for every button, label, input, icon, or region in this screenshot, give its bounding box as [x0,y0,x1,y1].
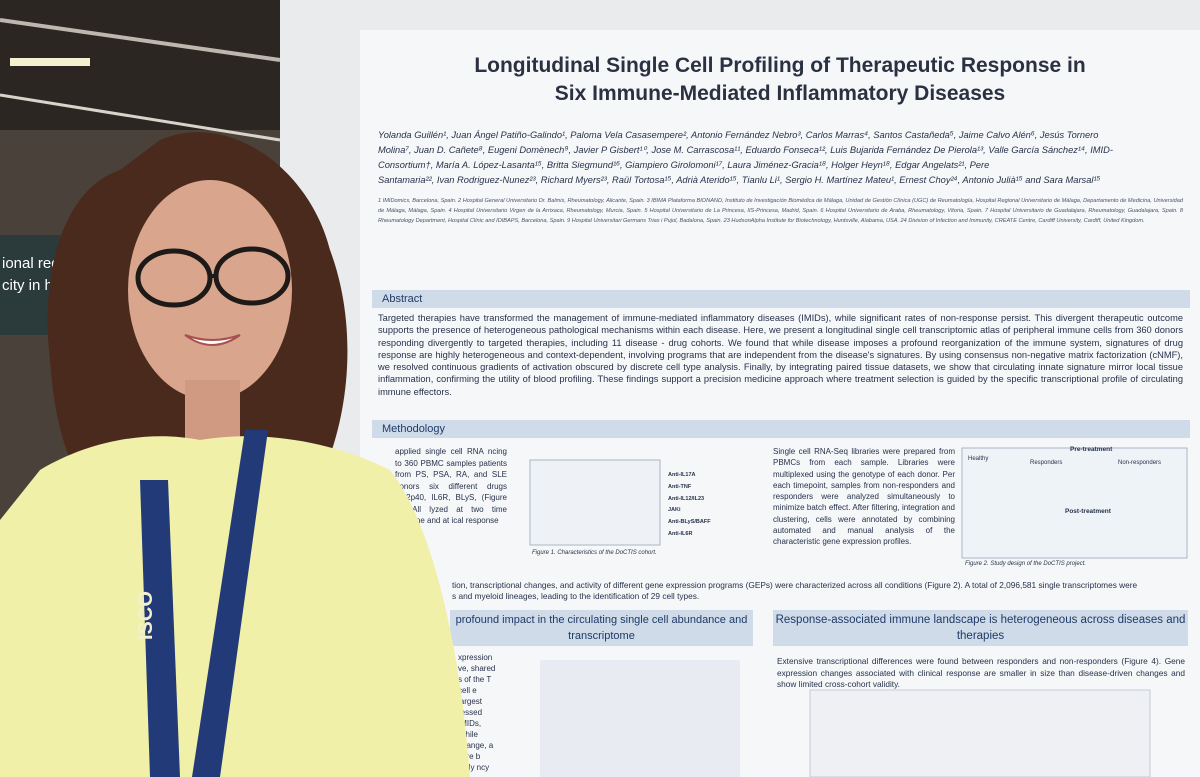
abstract-text: Targeted therapies have transformed the … [378,313,1183,397]
row-label: Anti-IL17A [668,472,696,478]
figure-caption: Figure 1. Characteristics of the DoCTIS … [532,550,657,556]
title-line: Longitudinal Single Cell Profiling of Th… [474,54,1086,77]
section-bar: Abstract [372,290,1190,308]
lanyard-text: ISCO [135,591,157,640]
figure4-dotplot [809,689,1151,777]
figure-caption: Figure 2. Study design of the DoCTIS pro… [965,561,1087,567]
figure1 [529,459,661,546]
smile [184,334,241,346]
row-label: JAKi [668,507,681,514]
lanyard [140,480,180,777]
section-bar: profound impact in the circulating singl… [450,610,753,646]
lanyard [192,430,268,777]
row-label: Anti-BLyS/BAFF [668,519,711,526]
poster [360,30,1200,777]
method-text: Single cell RNA-Seq libraries were prepa… [773,447,955,547]
row-label: Anti-TNF [668,483,692,490]
section-bar: Methodology [372,420,1190,438]
results-text: xpression ve, shared s of the T cell e l… [458,653,496,772]
ceiling-light [10,58,90,66]
ceiling-beam [0,18,281,62]
figure2-label: Non-responders [1118,460,1162,466]
section-bar: Response-associated immune landscape is … [773,610,1188,646]
results-line: tion, transcriptional changes, and activ… [452,580,1138,590]
title-line: Six Immune-Mediated Inflammatory Disease… [554,82,1006,105]
results-text: tion, transcriptional changes, and activ… [452,580,1192,602]
face [128,180,292,400]
method-text: applied single cell RNA ncing to 360 PBM… [395,447,507,525]
figure2 [961,447,1188,559]
figure2-label: Healthy [968,456,989,462]
poster-title: Longitudinal Single Cell Profiling of Th… [380,52,1180,108]
figure2-label: Responders [1030,460,1063,466]
author-line: Molina⁷, Juan D. Cañete⁸, Eugeni Domènec… [378,145,1113,155]
figure3-heatmap [540,660,740,777]
row-label: Anti-IL6R [668,530,693,537]
author-line: Santamaria²², Ivan Rodriguez-Nunez²³, Ri… [378,175,1101,185]
results-line: s and myeloid lineages, leading to the i… [452,591,700,601]
figure1-rows: Anti-IL17A Anti-TNF Anti-IL12/IL23 JAKi … [668,470,711,541]
authors: Yolanda Guillén¹, Juan Ángel Patiño-Gali… [378,128,1183,188]
row-label: Anti-IL12/IL23 [668,495,705,502]
author-line: Yolanda Guillén¹, Juan Ángel Patiño-Gali… [378,130,1099,140]
figure2-label: Post-treatment [1065,508,1111,515]
results-text: Extensive transcriptional differences we… [777,656,1185,689]
ceiling-beam [0,93,281,142]
author-line: Consortium†, María A. López-Lasanta¹⁵, B… [378,160,990,170]
affiliations: 1 IMIDomics, Barcelona, Spain. 2 Hospita… [378,198,1183,224]
figure2-label: Pre-treatment [1070,446,1113,453]
